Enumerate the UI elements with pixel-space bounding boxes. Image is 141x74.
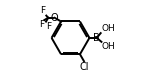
Text: F: F — [40, 6, 46, 15]
Text: O: O — [51, 13, 59, 23]
Text: Cl: Cl — [79, 62, 89, 72]
Text: OH: OH — [101, 24, 115, 33]
Text: F: F — [39, 20, 44, 29]
Text: OH: OH — [102, 42, 116, 51]
Text: F: F — [46, 22, 51, 31]
Text: B: B — [93, 33, 100, 43]
